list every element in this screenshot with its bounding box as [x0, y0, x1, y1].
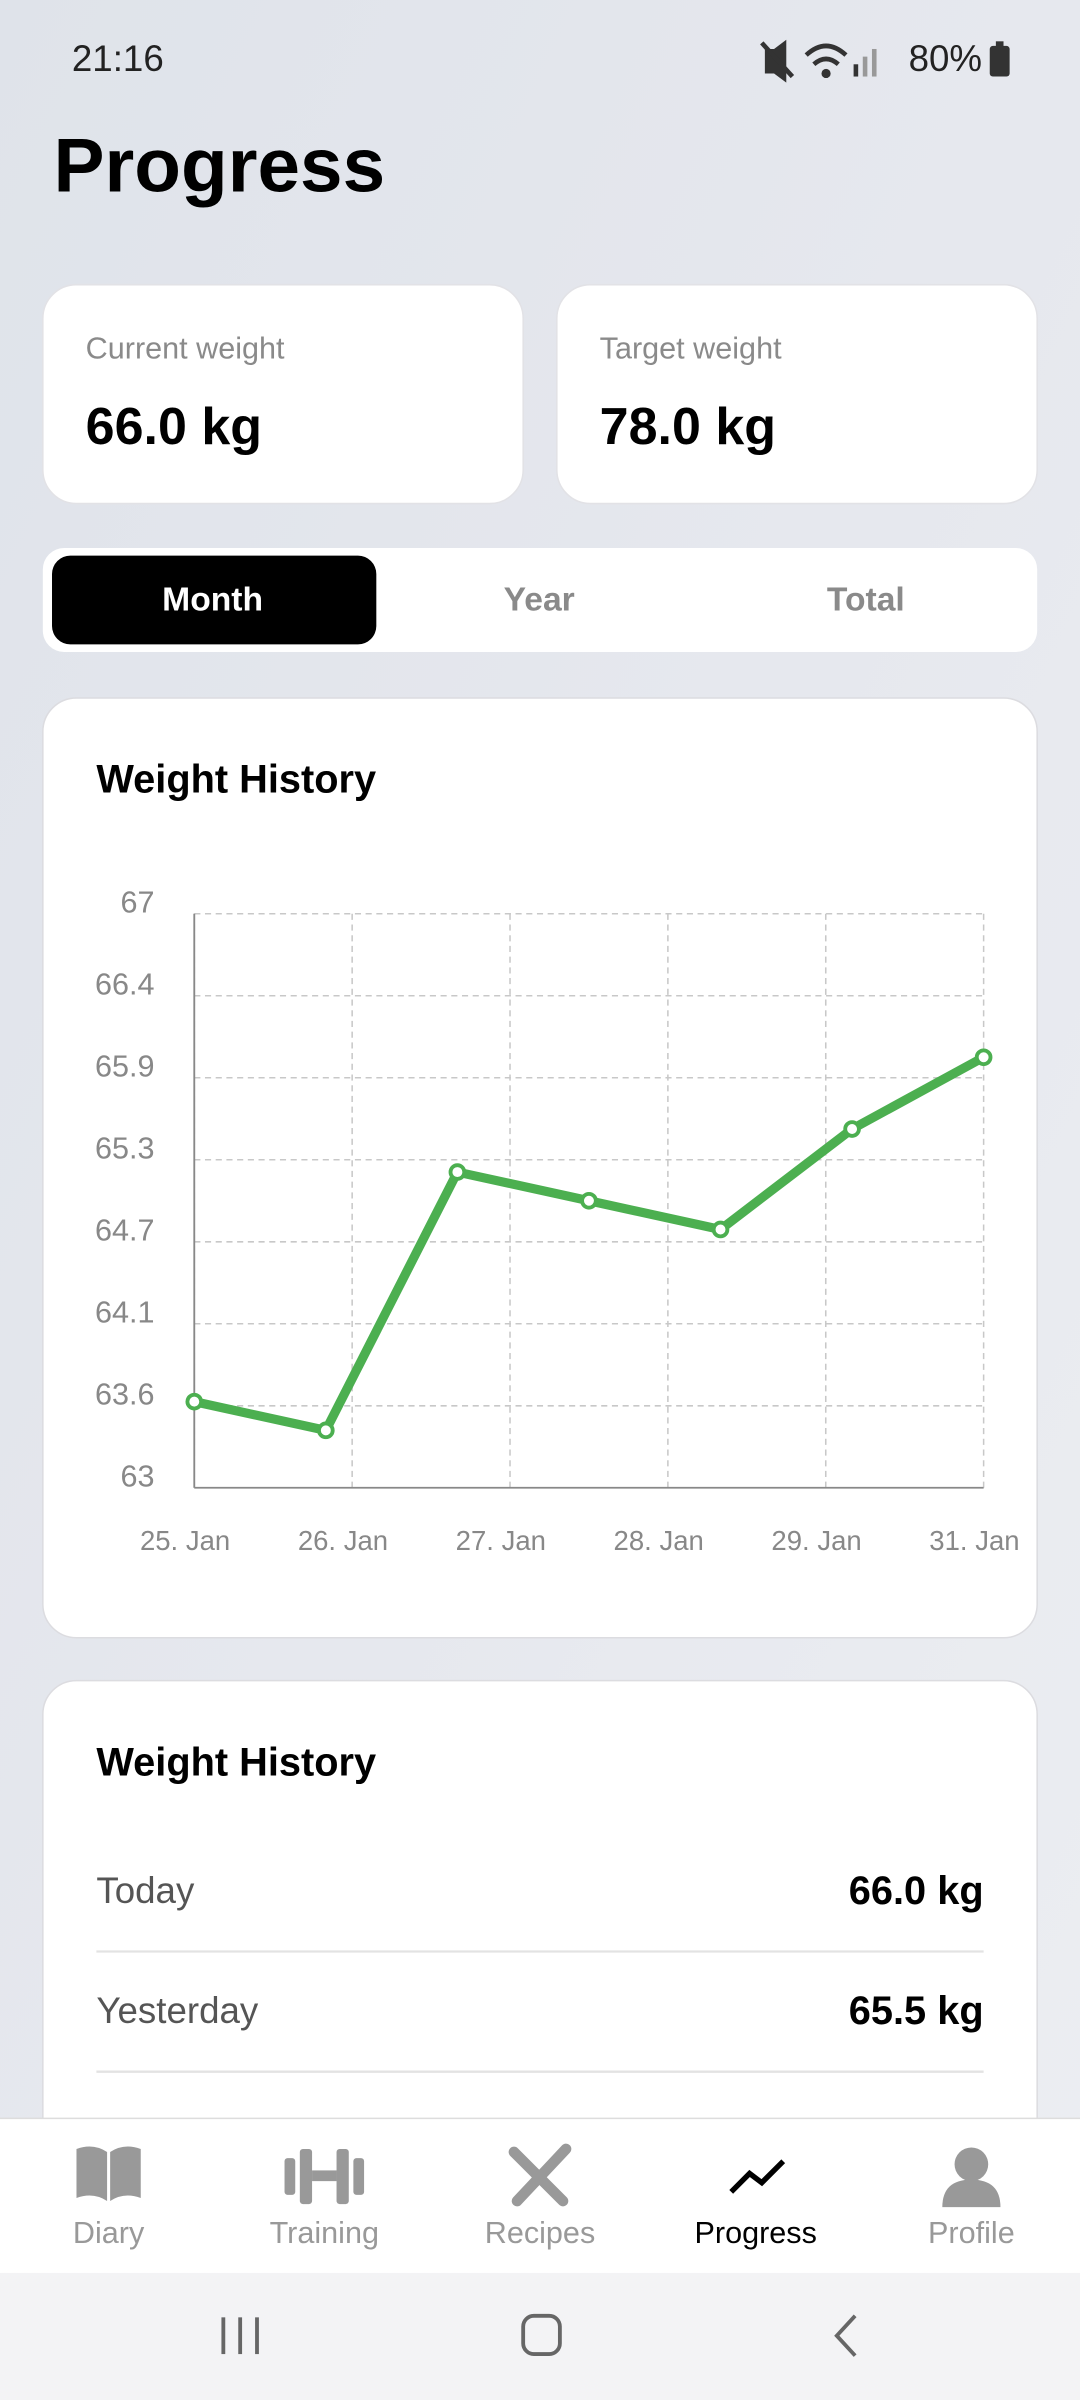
history-weight: 65.5 kg: [849, 1989, 984, 2033]
tab[interactable]: Year: [504, 581, 575, 618]
stat-value: 78.0 kg: [600, 398, 776, 456]
system-bar: [0, 2272, 1080, 2400]
data-point: [711, 1220, 730, 1239]
bottom-nav: [0, 2118, 1080, 2273]
chart-card: [42, 697, 1038, 1639]
chart-title: Weight History: [96, 758, 376, 802]
status-battery: 80%: [909, 38, 982, 79]
data-point: [185, 1392, 204, 1411]
system-nav-buttons[interactable]: [221, 2313, 857, 2357]
nav-item[interactable]: Progress: [695, 2216, 817, 2250]
history-date: Today: [96, 1870, 195, 1911]
stat-label: Target weight: [600, 332, 782, 366]
data-point: [317, 1421, 335, 1440]
stat-value: 66.0 kg: [86, 398, 262, 456]
y-tick-label: 65.3: [95, 1132, 155, 1166]
data-point: [448, 1163, 467, 1181]
x-tick-label: 26. Jan: [298, 1525, 388, 1556]
y-tick-label: 63: [120, 1460, 154, 1494]
x-tick-label: 29. Jan: [771, 1525, 861, 1556]
status-icons: [760, 39, 1010, 83]
history-title: Weight History: [96, 1740, 376, 1784]
nav-item[interactable]: Recipes: [485, 2216, 595, 2250]
y-tick-label: 66.4: [95, 968, 155, 1002]
nav-icons: [76, 2143, 1001, 2208]
x-tick-label: 27. Jan: [456, 1525, 546, 1556]
history-weight: 66.0 kg: [849, 1869, 984, 1913]
stat-label: Current weight: [86, 332, 285, 366]
stat-card: [42, 283, 524, 505]
x-tick-label: 25. Jan: [140, 1525, 230, 1556]
data-point: [974, 1048, 993, 1067]
y-tick-label: 63.6: [95, 1378, 155, 1412]
stat-card: [556, 283, 1038, 505]
page-title: Progress: [54, 124, 386, 209]
y-tick-label: 65.9: [95, 1050, 155, 1084]
x-tick-label: 31. Jan: [929, 1525, 1019, 1556]
nav-item[interactable]: Training: [270, 2216, 379, 2250]
data-point: [843, 1120, 861, 1138]
y-tick-label: 64.1: [95, 1296, 155, 1330]
y-tick-label: 64.7: [95, 1214, 155, 1248]
data-point: [580, 1191, 598, 1210]
nav-item[interactable]: Diary: [73, 2216, 145, 2250]
status-time: 21:16: [72, 38, 164, 79]
nav-item[interactable]: Profile: [928, 2216, 1015, 2250]
tab-active-bg: [52, 555, 377, 645]
y-tick-label: 67: [120, 886, 154, 920]
history-date: Yesterday: [96, 1990, 259, 2031]
tab[interactable]: Month: [162, 581, 263, 618]
tab[interactable]: Total: [827, 581, 905, 618]
x-tick-label: 28. Jan: [614, 1525, 704, 1556]
